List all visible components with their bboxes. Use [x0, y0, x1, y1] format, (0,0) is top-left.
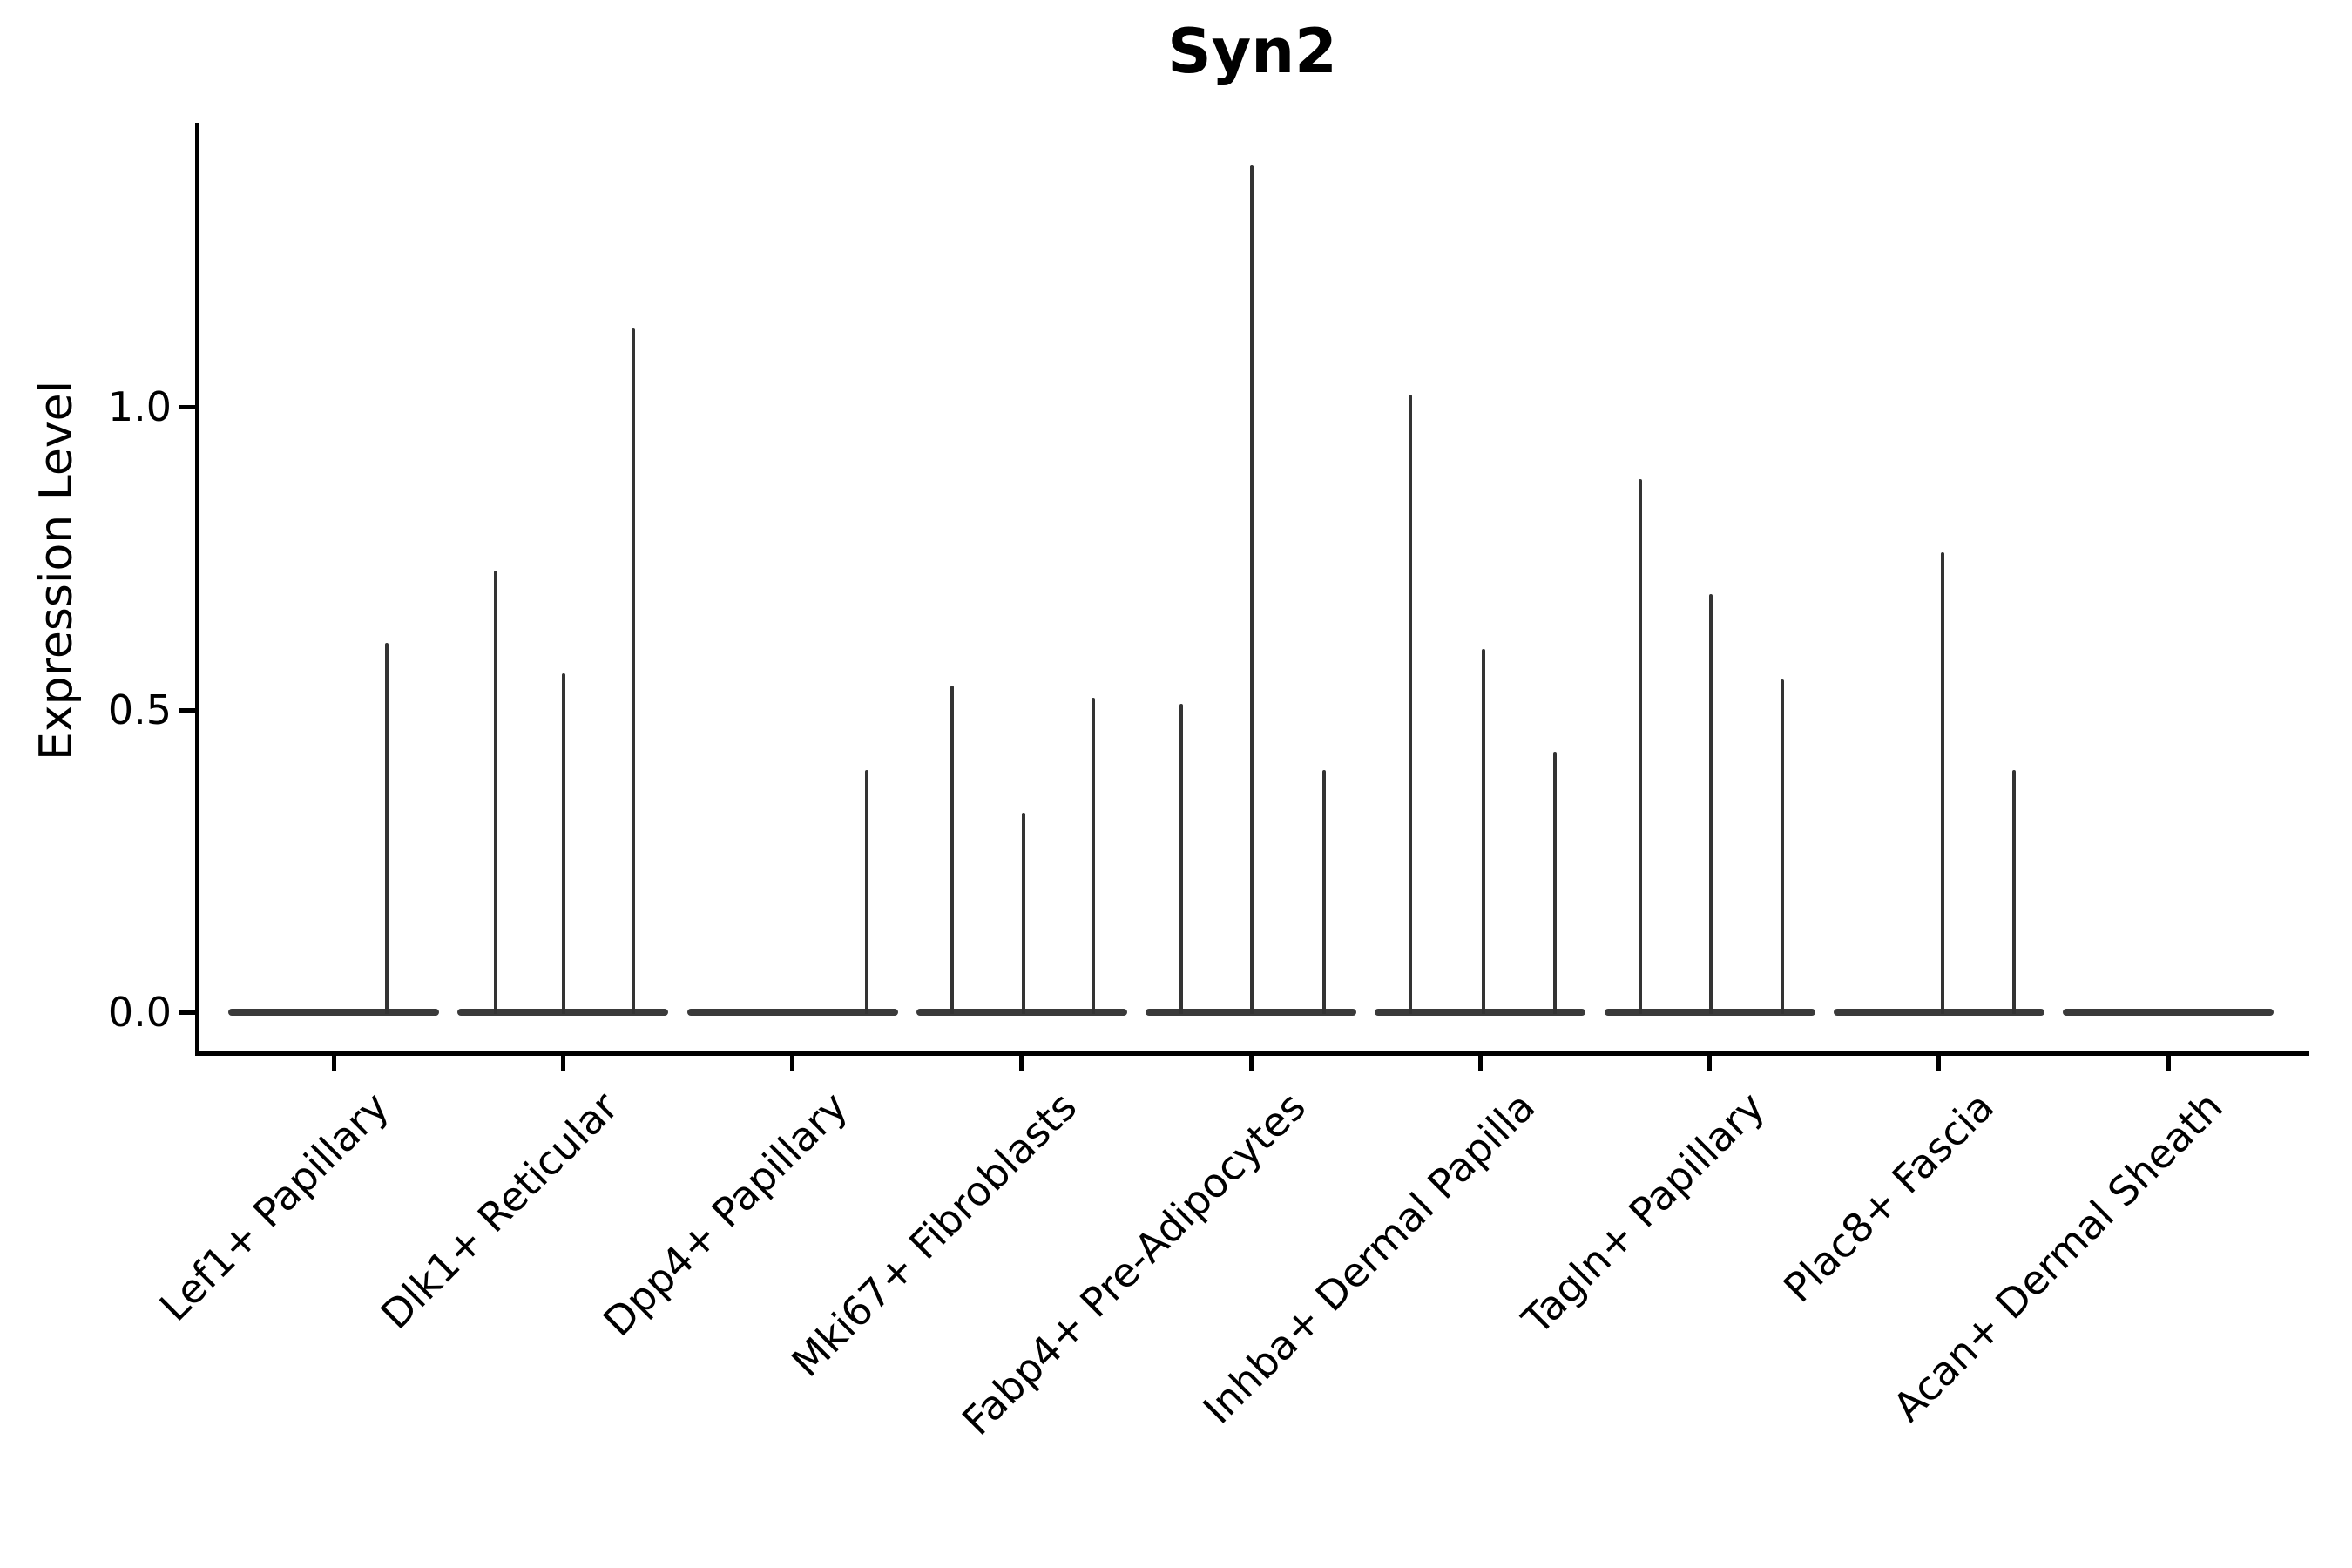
violin-spike: [1482, 649, 1486, 1014]
violin-spike: [1091, 697, 1095, 1014]
y-tick-mark: [179, 1010, 195, 1015]
x-tick-mark: [1936, 1056, 1942, 1071]
y-tick-mark: [179, 707, 195, 713]
violin-spike: [1940, 551, 1944, 1014]
violin-spike: [1021, 812, 1025, 1014]
x-tick-mark: [1477, 1056, 1483, 1071]
x-tick-mark: [560, 1056, 565, 1071]
x-tick-mark: [1707, 1056, 1712, 1071]
violin-spike: [1409, 395, 1413, 1014]
x-axis-spine: [195, 1051, 2309, 1056]
violin-baseline: [2063, 1009, 2274, 1016]
x-tick-mark: [1019, 1056, 1024, 1071]
violin-baseline: [1375, 1009, 1586, 1016]
x-tick-label: Dpp4+ Papillary: [593, 1083, 856, 1346]
x-tick-label: Lef1+ Papillary: [150, 1083, 398, 1330]
y-tick-label: 0.5: [107, 686, 172, 733]
violin-spike: [562, 672, 566, 1014]
violin-spike: [2011, 770, 2016, 1014]
violin-baseline: [1833, 1009, 2044, 1016]
violin-spike: [864, 770, 868, 1014]
x-tick-mark: [331, 1056, 336, 1071]
y-tick-label: 0.0: [107, 989, 172, 1036]
x-tick-mark: [2166, 1056, 2171, 1071]
y-tick-mark: [179, 405, 195, 409]
violin-spike: [950, 685, 954, 1014]
violin-spike: [1638, 479, 1642, 1014]
violin-spike: [1322, 770, 1326, 1014]
violin-spike: [1780, 679, 1784, 1014]
chart-title: Syn2: [1167, 16, 1337, 87]
violin-spike: [632, 328, 636, 1014]
x-tick-mark: [1248, 1056, 1254, 1071]
violin-baseline: [686, 1009, 898, 1016]
violin-spike: [385, 643, 389, 1014]
violin-spike: [1553, 752, 1558, 1014]
x-tick-label: Tagln+ Papillary: [1512, 1083, 1774, 1343]
violin-spike: [1179, 703, 1183, 1014]
violin-spike: [1708, 594, 1713, 1014]
x-tick-label: Dlk1+ Reticular: [371, 1083, 627, 1339]
violin-spike: [494, 570, 498, 1014]
x-tick-label: Plac8+ Fascia: [1774, 1083, 2003, 1312]
violin-baseline: [228, 1009, 439, 1016]
y-axis-spine: [195, 123, 199, 1056]
violin-spike: [1250, 165, 1254, 1014]
x-tick-mark: [790, 1056, 794, 1071]
y-tick-label: 1.0: [107, 383, 172, 430]
